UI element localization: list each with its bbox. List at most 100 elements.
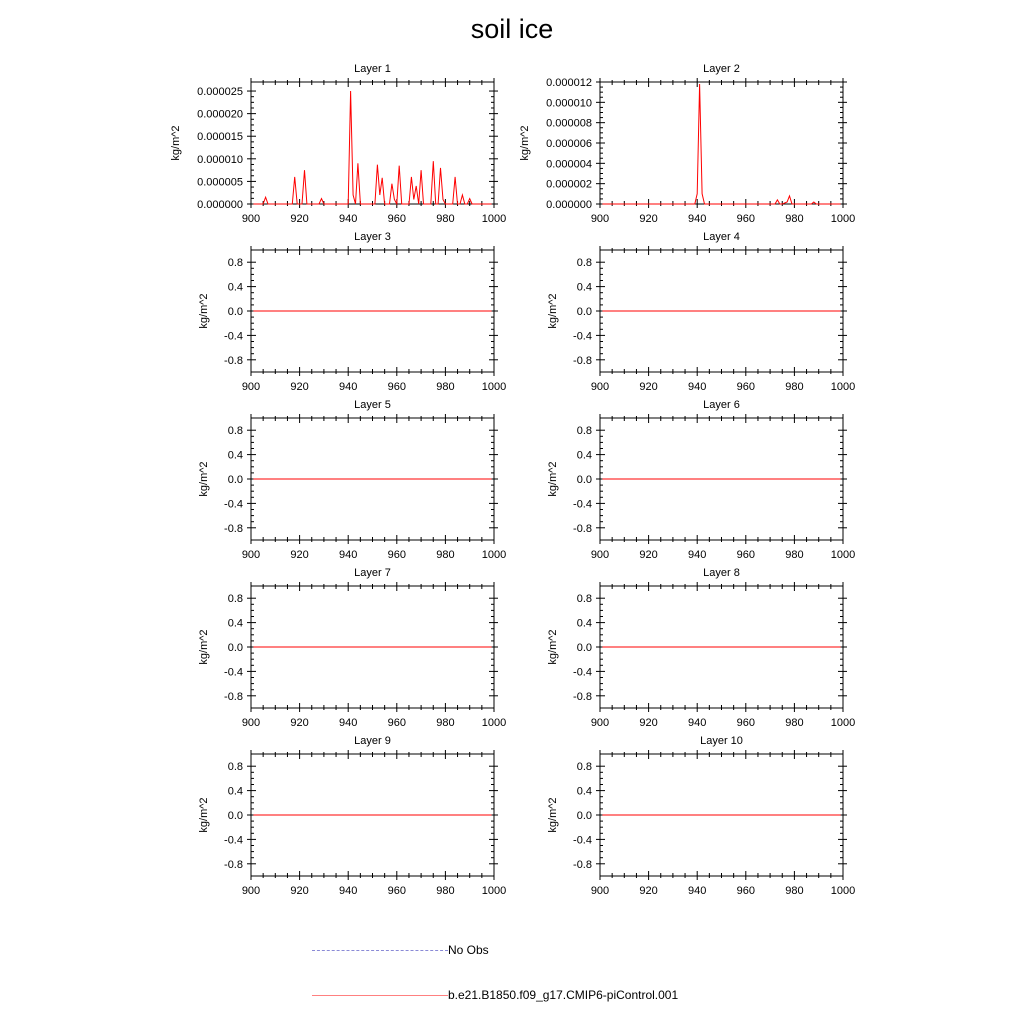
panel-8-ytick-label: 0.4 — [577, 618, 592, 630]
panel-9-title: Layer 9 — [354, 735, 391, 747]
panel-8-ytick-label: -0.8 — [573, 691, 592, 703]
panel-7-xtick-label: 1000 — [482, 717, 506, 729]
panel-3-xtick-label: 960 — [388, 381, 406, 393]
panel-10-xtick-label: 1000 — [831, 885, 855, 897]
panel-3-xtick-label: 900 — [242, 381, 260, 393]
panel-8-ytick-label: -0.4 — [573, 666, 592, 678]
panel-7-ytick-label: -0.8 — [224, 691, 243, 703]
panel-8-xtick-label: 960 — [737, 717, 755, 729]
panel-2-xtick-label: 1000 — [831, 213, 855, 225]
panel-7-ytick-label: 0.4 — [228, 618, 243, 630]
panel-10-xtick-label: 920 — [639, 885, 657, 897]
panel-8-xtick-label: 940 — [688, 717, 706, 729]
panel-8-ylabel: kg/m^2 — [547, 629, 559, 664]
panel-1-frame — [250, 81, 495, 205]
panel-9-xtick-label: 940 — [339, 885, 357, 897]
panel-4-xtick-label: 1000 — [831, 381, 855, 393]
panel-5-xtick-label: 980 — [436, 549, 454, 561]
panel-6-ytick-label: 0.8 — [577, 425, 592, 437]
panel-2-xtick-label: 960 — [737, 213, 755, 225]
panel-4-xtick-label: 920 — [639, 381, 657, 393]
panel-6-xtick-label: 940 — [688, 549, 706, 561]
panel-4-xtick-label: 900 — [591, 381, 609, 393]
panel-1-xtick-label: 920 — [290, 213, 308, 225]
panel-4-ytick-label: -0.8 — [573, 355, 592, 367]
panel-4-xtick-label: 960 — [737, 381, 755, 393]
panel-5-xtick-label: 920 — [290, 549, 308, 561]
panel-1-series-line — [253, 90, 492, 206]
panel-2-ytick-label: 0.000004 — [546, 158, 592, 170]
panel-6-ytick-label: 0.0 — [577, 474, 592, 486]
panel-3-ytick-label: 0.8 — [228, 257, 243, 269]
panel-10-xtick-label: 900 — [591, 885, 609, 897]
panel-1-xtick-label: 980 — [436, 213, 454, 225]
panel-9-ytick-label: 0.4 — [228, 786, 243, 798]
panel-1-xtick-label: 1000 — [482, 213, 506, 225]
panel-5-xtick-label: 940 — [339, 549, 357, 561]
panel-6-xtick-label: 1000 — [831, 549, 855, 561]
panel-5-ytick-label: 0.0 — [228, 474, 243, 486]
legend-label-obs: No Obs — [448, 943, 489, 957]
panel-1-ytick-label: 0.000015 — [197, 131, 243, 143]
panel-1-ytick-label: 0.000010 — [197, 154, 243, 166]
panel-9-xtick-label: 1000 — [482, 885, 506, 897]
panel-5-ylabel: kg/m^2 — [198, 461, 210, 496]
panel-6-xtick-label: 960 — [737, 549, 755, 561]
panel-6-xtick-label: 980 — [785, 549, 803, 561]
panel-2-ytick-label: 0.000002 — [546, 179, 592, 191]
chart-title: soil ice — [470, 14, 554, 44]
panel-10-ytick-label: -0.8 — [573, 859, 592, 871]
panel-5-ytick-label: 0.8 — [228, 425, 243, 437]
panel-10-xtick-label: 940 — [688, 885, 706, 897]
panel-9-xtick-label: 980 — [436, 885, 454, 897]
panel-2-xtick-label: 940 — [688, 213, 706, 225]
panel-10-ytick-label: 0.0 — [577, 810, 592, 822]
panel-7-xtick-label: 900 — [242, 717, 260, 729]
legend-swatch-obs — [312, 949, 448, 951]
panel-3-ylabel: kg/m^2 — [198, 293, 210, 328]
panel-2-xtick-label: 900 — [591, 213, 609, 225]
panel-6-title: Layer 6 — [703, 399, 740, 411]
panel-5-ytick-label: -0.4 — [224, 498, 243, 510]
panel-2-xtick-label: 920 — [639, 213, 657, 225]
panel-1-ytick-label: 0.000025 — [197, 86, 243, 98]
panel-9-ytick-label: 0.8 — [228, 761, 243, 773]
panel-3-ytick-label: 0.0 — [228, 306, 243, 318]
panel-10-ytick-label: 0.8 — [577, 761, 592, 773]
panel-9-ylabel: kg/m^2 — [198, 797, 210, 832]
panel-6-ytick-label: -0.4 — [573, 498, 592, 510]
panel-7-xtick-label: 920 — [290, 717, 308, 729]
panel-3-title: Layer 3 — [354, 231, 391, 243]
panel-1-ylabel: kg/m^2 — [170, 125, 182, 160]
panel-4-ylabel: kg/m^2 — [547, 293, 559, 328]
panel-4-ytick-label: 0.4 — [577, 282, 592, 294]
panel-8-xtick-label: 900 — [591, 717, 609, 729]
panel-10-xtick-label: 980 — [785, 885, 803, 897]
panel-6-ylabel: kg/m^2 — [547, 461, 559, 496]
panel-4-ytick-label: 0.0 — [577, 306, 592, 318]
panel-8-ytick-label: 0.0 — [577, 642, 592, 654]
panel-8-xtick-label: 920 — [639, 717, 657, 729]
panel-7-xtick-label: 940 — [339, 717, 357, 729]
panel-2-xtick-label: 980 — [785, 213, 803, 225]
panel-7-xtick-label: 980 — [436, 717, 454, 729]
panel-1-xtick-label: 940 — [339, 213, 357, 225]
panel-2-ylabel: kg/m^2 — [519, 125, 531, 160]
panel-6-ytick-label: -0.8 — [573, 523, 592, 535]
panel-2-ytick-label: 0.000010 — [546, 97, 592, 109]
panel-10-ylabel: kg/m^2 — [547, 797, 559, 832]
panel-7-ytick-label: 0.0 — [228, 642, 243, 654]
panel-7-xtick-label: 960 — [388, 717, 406, 729]
panel-8-title: Layer 8 — [703, 567, 740, 579]
panel-2-frame — [599, 81, 844, 205]
panel-10-xtick-label: 960 — [737, 885, 755, 897]
legend-item-obs: No Obs — [312, 940, 489, 960]
panel-8-xtick-label: 1000 — [831, 717, 855, 729]
panel-5-ytick-label: -0.8 — [224, 523, 243, 535]
panel-7-ytick-label: -0.4 — [224, 666, 243, 678]
panel-9-xtick-label: 900 — [242, 885, 260, 897]
legend-label-model: b.e21.B1850.f09_g17.CMIP6-piControl.001 — [448, 988, 679, 1002]
panel-3-xtick-label: 1000 — [482, 381, 506, 393]
legend-swatch-model — [312, 994, 448, 996]
